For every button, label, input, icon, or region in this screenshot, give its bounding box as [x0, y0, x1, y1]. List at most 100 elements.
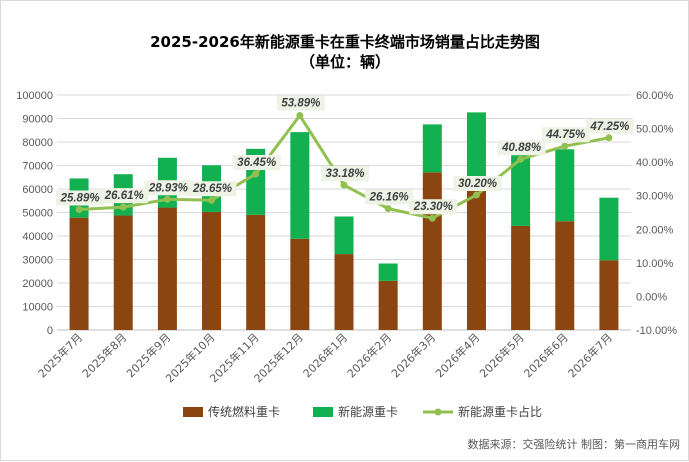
ratio-label: 23.30% — [413, 201, 453, 213]
ratio-label: 25.89% — [60, 193, 100, 205]
ratio-point — [561, 142, 569, 150]
y-left-tick-label: 20000 — [22, 278, 53, 290]
ratio-label-bg — [232, 155, 281, 171]
ratio-label-bg — [541, 127, 590, 143]
ratio-label-bg — [365, 189, 414, 205]
bar-traditional — [599, 260, 619, 330]
ratio-point — [605, 134, 613, 142]
ratio-point — [472, 191, 480, 199]
bar-new-energy — [555, 149, 575, 222]
ratio-label: 28.93% — [148, 182, 188, 194]
x-axis-categories: 2025年7月2025年8月2025年9月2025年10月2025年11月202… — [35, 330, 615, 385]
y-right-tick-label: 0.00% — [636, 291, 667, 303]
category-label: 2026年3月 — [388, 330, 438, 380]
bar-traditional — [334, 254, 354, 330]
category-label: 2025年7月 — [35, 330, 85, 380]
y-left-tick-label: 80000 — [22, 137, 53, 149]
ratio-point — [163, 195, 171, 203]
y-left-tick-label: 60000 — [22, 184, 53, 196]
y-left-tick-label: 30000 — [22, 255, 53, 267]
ratio-point — [75, 206, 83, 214]
y-right-tick-label: 10.00% — [636, 258, 674, 270]
bar-traditional — [422, 172, 442, 330]
legend-label-ratio: 新能源重卡占比 — [458, 404, 542, 419]
legend-swatch-new-energy — [313, 407, 333, 417]
y-right-tick-label: 40.00% — [636, 157, 674, 169]
bar-new-energy — [599, 197, 619, 261]
ratio-point — [296, 112, 304, 120]
bar-traditional — [157, 207, 177, 330]
y-left-tick-label: 0 — [47, 325, 53, 337]
ratio-label-bg — [497, 140, 546, 156]
bar-new-energy — [378, 263, 398, 281]
bar-new-energy — [422, 124, 442, 173]
legend-label-traditional: 传统燃料重卡 — [208, 404, 280, 419]
ratio-point — [252, 170, 260, 178]
ratio-label-bg — [188, 181, 237, 197]
bar-traditional — [113, 215, 133, 330]
legend-marker-ratio — [434, 408, 442, 416]
ratio-label-bg — [453, 176, 502, 192]
ratio-labels: 25.89% 26.61% 28.93% 28.65% 36.45% 53.89% 33.1… — [56, 95, 634, 215]
y-left-tick-label: 90000 — [22, 114, 53, 126]
ratio-label: 28.65% — [192, 183, 232, 195]
y-axis-right: -10.00% 0.00% 10.00% 20.00% 30.00% 40.00% 50.0… — [636, 90, 677, 337]
category-label: 2025年8月 — [79, 330, 129, 380]
y-right-tick-label: -10.00% — [636, 325, 677, 337]
bar-traditional — [202, 212, 222, 330]
ratio-label-bg — [585, 118, 634, 134]
bar-new-energy — [290, 132, 310, 239]
bar-traditional — [511, 225, 531, 330]
y-left-tick-label: 70000 — [22, 161, 53, 173]
ratio-label: 53.89% — [281, 98, 320, 110]
ratio-point — [517, 155, 525, 163]
ratio-label: 26.61% — [104, 190, 144, 202]
bar-traditional — [378, 280, 398, 330]
bar-traditional — [466, 177, 486, 330]
chart-title: 2025-2026年新能源重卡在重卡终端市场销量占比走势图 — [150, 33, 540, 51]
ratio-label-bg — [100, 188, 149, 204]
bar-traditional — [69, 217, 89, 330]
ratio-label-bg — [144, 180, 193, 196]
ratio-line — [75, 112, 613, 222]
ratio-label: 30.20% — [458, 178, 497, 190]
ratio-label-bg — [56, 190, 105, 206]
y-right-tick-label: 60.00% — [636, 90, 674, 102]
ratio-label-bg — [321, 166, 369, 182]
legend-swatch-traditional — [183, 407, 203, 417]
y-right-tick-label: 50.00% — [636, 124, 674, 136]
ratio-point — [428, 214, 436, 222]
ratio-point — [340, 181, 348, 189]
category-label: 2026年7月 — [565, 330, 615, 380]
category-label: 2026年4月 — [432, 330, 482, 380]
y-right-tick-label: 20.00% — [636, 224, 674, 236]
legend: 传统燃料重卡 新能源重卡 新能源重卡占比 — [183, 404, 542, 419]
legend-label-new-energy: 新能源重卡 — [338, 404, 398, 419]
ratio-point — [208, 196, 216, 204]
ratio-point — [119, 203, 127, 211]
bar-traditional — [246, 214, 266, 330]
y-left-tick-label: 10000 — [22, 302, 53, 314]
bar-traditional — [290, 238, 310, 330]
category-label: 2026年2月 — [344, 330, 394, 380]
source-note: 数据来源：交强险统计 制图：第一商用车网 — [468, 437, 681, 451]
ratio-label: 36.45% — [237, 157, 276, 169]
ratio-label: 26.16% — [369, 192, 409, 204]
y-left-tick-label: 50000 — [22, 208, 53, 220]
y-axis-left: 0 10000 20000 30000 40000 50000 60000 70000 8000… — [16, 90, 53, 337]
chart-subtitle: （单位：辆） — [300, 53, 390, 71]
ratio-point — [384, 205, 392, 213]
y-right-tick-label: 30.00% — [636, 191, 674, 203]
ratio-label: 47.25% — [589, 121, 629, 133]
bar-new-energy — [334, 216, 354, 255]
bar-new-energy — [511, 154, 531, 226]
ratio-label: 40.88% — [501, 142, 541, 154]
category-label: 2026年6月 — [521, 330, 571, 380]
ratio-label-bg — [276, 95, 325, 111]
bar-new-energy — [466, 112, 486, 178]
category-label: 2026年1月 — [300, 330, 350, 380]
ratio-label: 33.18% — [325, 168, 364, 180]
ratio-label: 44.75% — [545, 129, 585, 141]
